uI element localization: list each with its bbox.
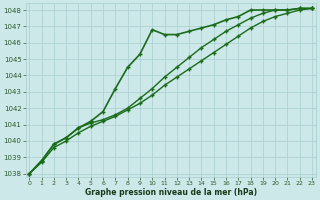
X-axis label: Graphe pression niveau de la mer (hPa): Graphe pression niveau de la mer (hPa)	[84, 188, 257, 197]
